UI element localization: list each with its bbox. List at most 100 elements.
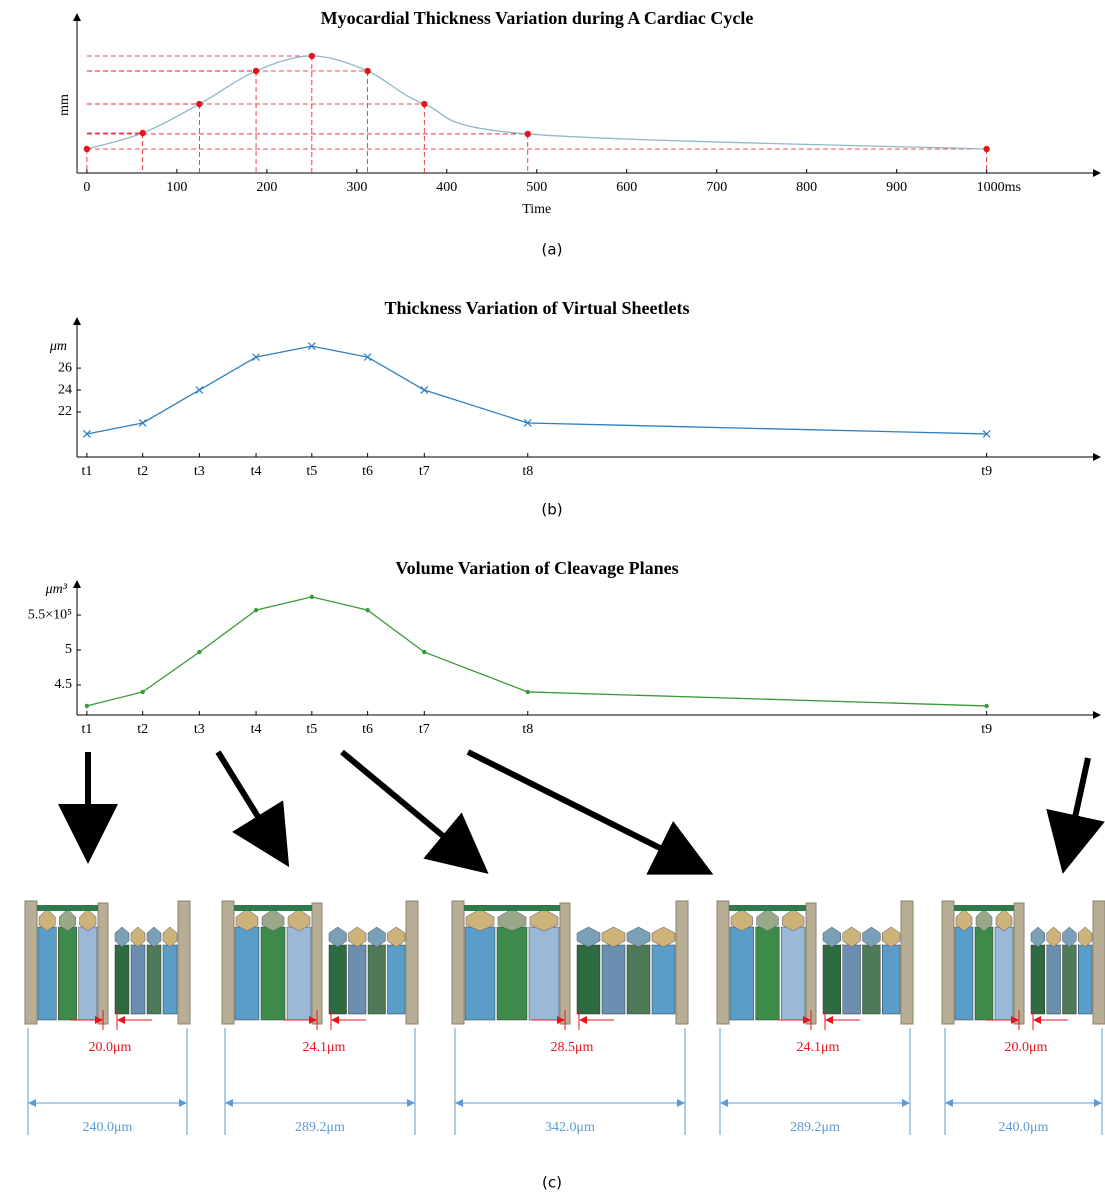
myocyte [387,944,406,1015]
myocyte-top [1062,926,1077,948]
x-tick-label: t8 [522,464,533,479]
series-line [86,55,987,150]
sheetlet-illustration: 24.1μm 289.2μm [716,900,914,1135]
arrow [215,750,290,868]
y-tick-label: 22 [58,404,72,419]
caption: (a) [542,241,563,259]
myocyte [162,944,178,1015]
myocyte-top [162,926,178,948]
series-line [86,345,987,435]
caption: (c) [542,1174,562,1192]
plate [900,900,914,1025]
marker [365,607,370,613]
x-tick-label: 700 [706,180,727,195]
marker [982,430,991,438]
marker [307,342,316,351]
x-tick-label: t3 [194,464,205,479]
plate [1013,902,1025,1025]
sheet-top [234,905,312,911]
myocyte-top [367,926,386,948]
plate [177,900,191,1025]
marker [252,353,260,362]
myocyte-top [955,908,973,932]
myocyte [755,926,780,1021]
myocyte [974,926,994,1021]
myocyte-top [59,908,76,932]
x-tick-label: 200 [256,180,277,195]
marker [524,130,531,138]
marker [196,100,203,108]
x-tick-label: t7 [419,464,430,479]
marker [138,419,147,427]
plate [221,900,235,1025]
myocyte-top [995,908,1013,932]
y-axis-label: mm [57,94,72,116]
myocyte-top [576,926,601,948]
myocyte [882,944,901,1015]
marker [195,386,204,394]
sheetlet-illustration: 28.5μm 342.0μm [451,900,689,1135]
arrow [1046,757,1105,874]
plate [559,902,571,1025]
width-label: 240.0μm [83,1120,133,1135]
myocyte [37,926,57,1021]
myocyte-top [146,926,162,948]
myocyte [234,926,260,1021]
x-tick-label: t3 [194,722,205,737]
gap-label: 28.5μm [551,1040,594,1055]
sheet-top [729,905,806,911]
myocyte [781,926,806,1021]
myocyte [576,944,601,1015]
myocyte-top [862,926,881,948]
myocyte [130,944,146,1015]
gap-label: 20.0μm [89,1040,132,1055]
myocyte-top [465,908,495,932]
y-tick-label: 5.5×10⁵ [28,607,72,622]
x-tick-label: 1000ms [977,180,1021,195]
marker [309,594,315,600]
gap-label: 24.1μm [303,1040,346,1055]
x-tick-label: t5 [306,722,317,737]
myocyte-top [130,926,146,948]
myocyte [862,944,881,1015]
myocyte [58,926,77,1021]
y-tick-label: 24 [58,382,72,397]
myocyte [496,926,528,1021]
marker [523,419,532,427]
x-tick-label: t1 [81,464,92,479]
plate [675,900,689,1025]
myocyte-top [38,908,56,932]
chart-title: Volume Variation of Cleavage Planes [395,558,678,578]
arrow [340,749,489,874]
myocyte [260,926,286,1021]
x-tick-label: t2 [137,722,148,737]
myocyte-top [235,908,259,932]
myocyte-top [261,908,285,932]
marker [984,703,989,709]
plate [805,902,817,1025]
chart-title: Myocardial Thickness Variation during A … [321,8,754,28]
x-tick-label: t4 [251,464,262,479]
x-tick-label: t1 [81,722,92,737]
myocyte [1030,944,1045,1015]
myocyte-top [1046,926,1061,948]
myocyte [528,926,560,1021]
marker [197,649,202,655]
myocyte-top [348,926,367,948]
myocyte-top [756,908,779,932]
marker [983,145,990,153]
marker [139,129,146,137]
myocyte-top [626,926,651,948]
sheet-top [37,905,98,911]
sheetlet-illustration: 24.1μm 289.2μm [221,900,419,1135]
x-tick-label: t4 [251,722,262,737]
marker [422,649,427,655]
x-tick-label: t6 [362,722,373,737]
myocyte [367,944,386,1015]
x-tick-label: t8 [522,722,533,737]
x-tick-label: t2 [137,464,148,479]
x-axis-label: Time [522,202,551,217]
myocyte [954,926,974,1021]
plate [451,900,465,1025]
